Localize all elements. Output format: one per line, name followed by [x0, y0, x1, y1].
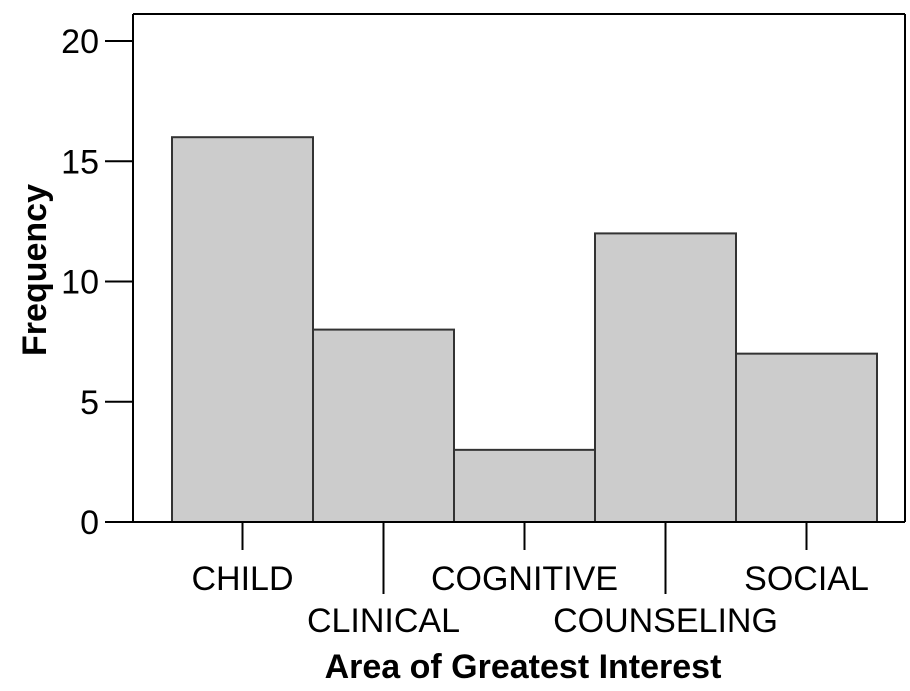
bar-cognitive	[453, 448, 596, 524]
bar-clinical	[312, 328, 455, 523]
y-tick-label: 10	[61, 264, 99, 302]
bar-counseling	[594, 232, 737, 523]
x-tick-label-counseling: COUNSELING	[553, 602, 778, 640]
x-tick-label-child: CHILD	[191, 560, 293, 598]
x-tick-label-clinical: CLINICAL	[307, 602, 460, 640]
y-tick-label: 20	[61, 23, 99, 61]
bar-social	[735, 352, 878, 523]
y-tick-label: 0	[80, 504, 99, 542]
bar-child	[171, 136, 314, 523]
y-tick-label: 15	[61, 143, 99, 181]
y-axis-title: Frequency	[16, 184, 54, 356]
bars-layer	[171, 136, 878, 524]
y-tick-label: 5	[80, 384, 99, 422]
x-axis-title: Area of Greatest Interest	[325, 648, 722, 686]
x-tick-label-cognitive: COGNITIVE	[431, 560, 618, 598]
x-tick-label-social: SOCIAL	[744, 560, 869, 598]
x-ticks-layer: CHILD CLINICAL COGNITIVE COUNSELING SOCIAL	[191, 522, 869, 640]
y-ticks-layer: 0 5 10 15 20	[61, 23, 133, 542]
axes-layer	[132, 13, 906, 523]
